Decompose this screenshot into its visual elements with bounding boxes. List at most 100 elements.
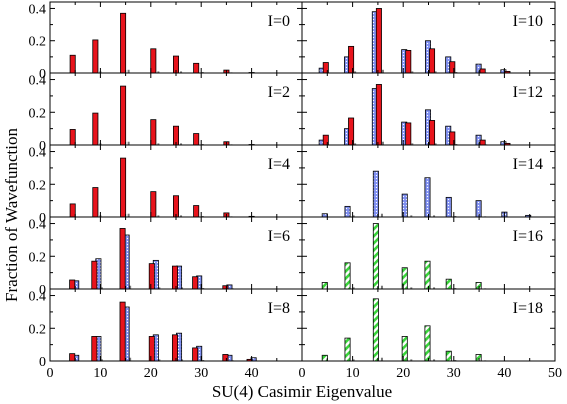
- y-tick-label: 0: [39, 283, 46, 298]
- panel-label: I=18: [513, 300, 543, 317]
- y-tick-label: 0.4: [29, 74, 47, 89]
- bar-red: [429, 120, 436, 146]
- bar-red: [171, 265, 178, 290]
- bar-red: [120, 12, 127, 74]
- small-bar: [410, 287, 413, 289]
- small-bar: [411, 143, 414, 145]
- bar-blue: [424, 177, 431, 218]
- bar-red: [192, 347, 199, 362]
- bar-red: [192, 276, 199, 290]
- small-bar: [158, 287, 161, 289]
- bar-red: [150, 48, 157, 74]
- bar-red: [92, 187, 99, 218]
- x-tick-label: 40: [497, 366, 511, 381]
- bar-red: [69, 129, 76, 146]
- bar-green: [475, 282, 482, 290]
- bar-red: [375, 8, 382, 74]
- x-tick-label: 50: [548, 366, 562, 381]
- y-tick-label: 0.2: [29, 35, 47, 50]
- bar-red: [69, 353, 76, 362]
- y-tick-label: 0.4: [29, 290, 47, 305]
- panel-label: I=12: [513, 84, 543, 101]
- y-tick-label: 0.2: [29, 322, 47, 337]
- y-tick-label: 0.2: [29, 178, 47, 193]
- small-bar: [354, 143, 357, 145]
- small-bar: [100, 359, 103, 361]
- axes-layer: SU(4) Casimir Eigenvalue Fraction of Wav…: [2, 128, 562, 401]
- x-tick-label: 20: [144, 366, 158, 381]
- y-tick-label: 0.4: [29, 2, 47, 17]
- small-bar: [380, 357, 383, 361]
- bar-red: [172, 195, 179, 218]
- small-bar: [157, 143, 160, 145]
- y-tick-label: 0: [39, 139, 46, 154]
- y-tick-label: 0.4: [29, 146, 47, 161]
- bar-blue: [475, 200, 482, 218]
- panel-label: I=8: [268, 300, 290, 317]
- panel-i-12: I=12: [301, 72, 556, 146]
- bar-red: [120, 157, 127, 218]
- panel-i-0: 0 0.2 0.4 I=0: [29, 1, 303, 82]
- bar-red: [148, 336, 155, 362]
- small-bar: [158, 359, 161, 361]
- x-tick-label: 20: [396, 366, 410, 381]
- panel-i-6: 0 0.2 0.4 I=6: [29, 216, 303, 298]
- y-axis-title: Fraction of Wavefunction: [2, 128, 21, 302]
- small-bar: [433, 359, 436, 361]
- panel-label: I=2: [268, 84, 290, 101]
- small-bar: [181, 359, 184, 361]
- bar-green: [445, 350, 452, 362]
- bar-red: [479, 68, 486, 74]
- small-bar: [157, 215, 160, 217]
- small-bar: [180, 215, 183, 217]
- bar-blue: [344, 205, 351, 218]
- x-tick-label: 0: [47, 366, 54, 381]
- panel-label: I=0: [268, 13, 290, 30]
- small-bar: [433, 287, 436, 289]
- x-tick-label: 10: [93, 366, 107, 381]
- small-bar: [434, 143, 437, 145]
- bar-red: [150, 191, 157, 218]
- small-bar: [127, 213, 130, 217]
- bar-green: [424, 325, 431, 362]
- bar-red: [193, 133, 200, 146]
- small-bar: [181, 287, 184, 289]
- x-tick-label: 30: [447, 366, 461, 381]
- panel-i-8: 0 0.2 0.4 I=8: [29, 288, 303, 370]
- bar-red: [120, 85, 127, 146]
- small-bar: [381, 141, 384, 145]
- small-bar: [433, 215, 436, 217]
- y-tick-label: 0: [39, 211, 46, 226]
- y-tick-label: 0: [39, 67, 46, 82]
- bar-green: [344, 337, 351, 362]
- bar-red: [148, 263, 155, 290]
- small-bar: [100, 287, 103, 289]
- panel-i-4: 0 0.2 0.4 I=4: [29, 144, 303, 226]
- small-bar: [129, 285, 132, 289]
- bar-green: [372, 223, 379, 290]
- bar-red: [92, 112, 99, 146]
- small-bar: [180, 71, 183, 73]
- small-bar: [380, 213, 383, 217]
- x-axis-title: SU(4) Casimir Eigenvalue: [212, 382, 392, 401]
- bar-green: [321, 354, 328, 362]
- bar-blue: [372, 170, 379, 218]
- bar-red: [150, 119, 157, 146]
- panel-i-10: I=10: [301, 1, 556, 74]
- bar-green: [475, 354, 482, 362]
- small-bar: [410, 215, 413, 217]
- bar-red: [119, 301, 126, 362]
- bar-red: [193, 62, 200, 74]
- bar-red: [405, 50, 412, 74]
- small-bar: [352, 215, 355, 217]
- bar-red: [405, 122, 412, 146]
- panel-label: I=10: [513, 13, 543, 30]
- small-bar: [127, 141, 130, 145]
- bar-red: [171, 334, 178, 362]
- small-bar: [434, 71, 437, 73]
- y-tick-label: 0: [39, 355, 46, 370]
- small-bar: [410, 359, 413, 361]
- y-tick-label: 0.2: [29, 250, 47, 265]
- bar-red: [429, 48, 436, 74]
- y-tick-label: 0.2: [29, 106, 47, 121]
